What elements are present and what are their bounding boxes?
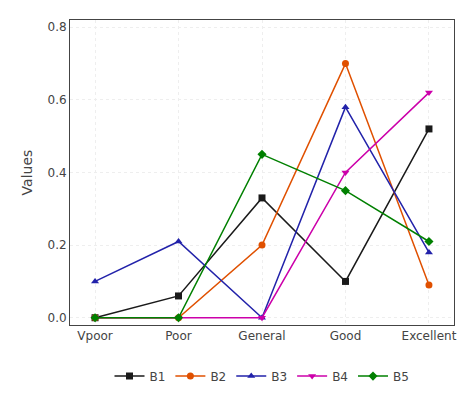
svg-text:0.6: 0.6	[48, 93, 67, 107]
svg-text:0.0: 0.0	[48, 311, 67, 325]
svg-text:0.2: 0.2	[48, 238, 67, 252]
svg-text:Vpoor: Vpoor	[77, 329, 113, 343]
svg-text:Poor: Poor	[165, 329, 191, 343]
svg-text:0.4: 0.4	[48, 166, 67, 180]
svg-text:B5: B5	[393, 370, 409, 384]
svg-text:B4: B4	[332, 370, 348, 384]
svg-text:B1: B1	[150, 370, 166, 384]
svg-text:0.8: 0.8	[48, 20, 67, 34]
svg-text:Values: Values	[19, 150, 35, 196]
svg-text:B2: B2	[210, 370, 226, 384]
svg-text:Excellent: Excellent	[402, 329, 457, 343]
svg-text:General: General	[238, 329, 285, 343]
svg-text:B3: B3	[271, 370, 287, 384]
svg-text:Good: Good	[330, 329, 362, 343]
